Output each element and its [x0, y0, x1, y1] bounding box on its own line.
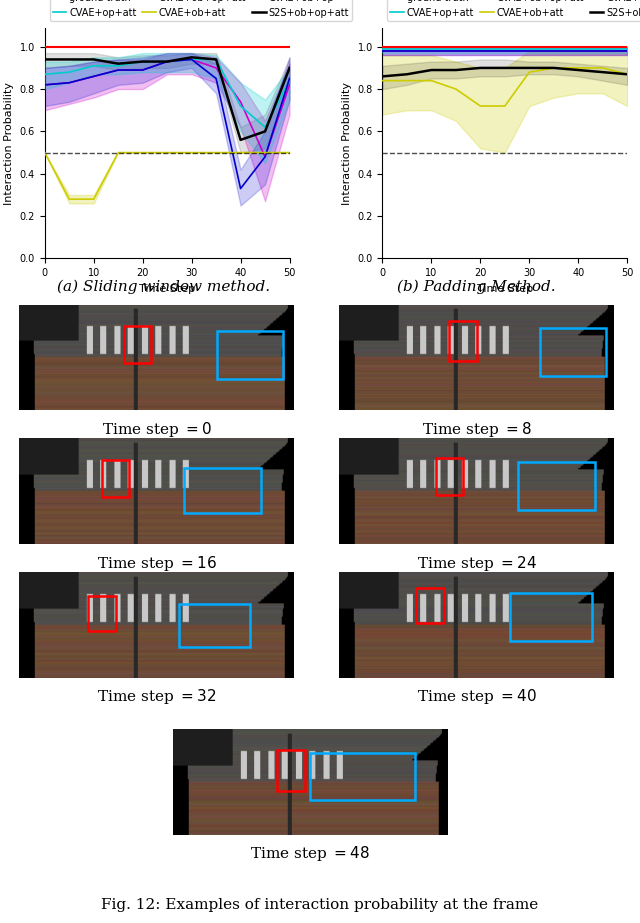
- Bar: [277, 750, 305, 791]
- X-axis label: Time Step: Time Step: [477, 283, 533, 294]
- Text: Time step $= 0$: Time step $= 0$: [102, 420, 212, 438]
- Text: Time step $= 24$: Time step $= 24$: [417, 554, 537, 572]
- Text: Time step $= 16$: Time step $= 16$: [97, 554, 217, 572]
- Bar: [540, 328, 606, 376]
- Bar: [416, 588, 444, 623]
- Text: (a) Sliding window method.: (a) Sliding window method.: [56, 280, 270, 294]
- Text: Time step $= 32$: Time step $= 32$: [97, 688, 216, 706]
- Legend: ground truth, CVAE+op+att, CVAE+ob+op+att, CVAE+ob+att, CVAE+ob+op, S2S+ob+op+at: ground truth, CVAE+op+att, CVAE+ob+op+at…: [387, 0, 640, 20]
- Text: Time step $= 40$: Time step $= 40$: [417, 688, 537, 706]
- Bar: [510, 593, 593, 641]
- Bar: [449, 320, 477, 361]
- X-axis label: Time Step: Time Step: [139, 283, 195, 294]
- Bar: [124, 326, 151, 363]
- Bar: [88, 595, 116, 630]
- Bar: [179, 605, 250, 647]
- Bar: [310, 752, 415, 800]
- Text: Time step $= 48$: Time step $= 48$: [250, 845, 371, 863]
- Y-axis label: Interaction Probability: Interaction Probability: [342, 81, 352, 205]
- Legend: ground truth, CVAE+op+att, CVAE+ob+op+att, CVAE+ob+att, CVAE+ob+op, S2S+ob+op+at: ground truth, CVAE+op+att, CVAE+ob+op+at…: [50, 0, 352, 20]
- Bar: [184, 468, 261, 513]
- Y-axis label: Interaction Probability: Interaction Probability: [4, 81, 14, 205]
- Bar: [218, 331, 284, 378]
- Bar: [436, 458, 463, 495]
- Text: Fig. 12: Examples of interaction probability at the frame: Fig. 12: Examples of interaction probabi…: [101, 898, 539, 912]
- Bar: [102, 460, 129, 497]
- Text: (b) Padding Method.: (b) Padding Method.: [397, 280, 556, 294]
- Text: Time step $= 8$: Time step $= 8$: [422, 420, 532, 438]
- Bar: [518, 462, 595, 509]
